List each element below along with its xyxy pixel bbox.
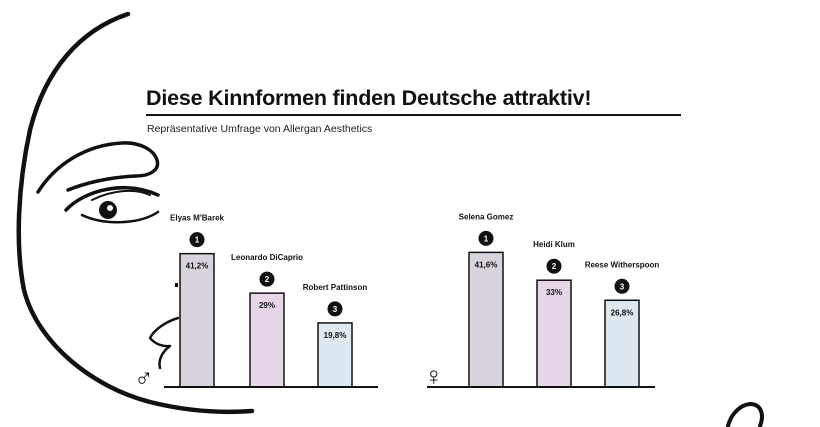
celebrity-name-label: Leonardo DiCaprio (231, 253, 303, 262)
face-line-art (16, 11, 764, 427)
celebrity-name-label: Selena Gomez (459, 212, 514, 221)
bar-value-label: 19,8% (324, 331, 347, 340)
bar-value-label: 41,6% (475, 260, 498, 269)
bar (179, 252, 215, 388)
bar-value-label: 26,8% (611, 308, 634, 317)
rank-badge (478, 230, 494, 246)
rank-number: 2 (552, 262, 557, 271)
female-symbol-icon: ♀ (424, 361, 444, 391)
eye-crease (91, 189, 151, 201)
rank-badge (259, 271, 275, 287)
celebrity-name-label: Heidi Klum (533, 240, 575, 249)
bar (249, 292, 285, 388)
celebrity-name-label: Robert Pattinson (303, 283, 368, 292)
rank-number: 1 (195, 236, 200, 245)
bar-value-label: 41,2% (186, 262, 209, 271)
hair-stroke (726, 402, 764, 427)
nose-tick (175, 283, 178, 287)
rank-number: 1 (484, 234, 489, 243)
page-subtitle: Repräsentative Umfrage von Allergan Aest… (147, 123, 373, 135)
eyebrow (36, 141, 160, 194)
bar-value-label: 33% (546, 288, 562, 297)
rank-number: 3 (333, 305, 338, 314)
title-underline (146, 114, 681, 116)
rank-number: 3 (620, 282, 625, 291)
rank-badge (189, 232, 205, 248)
bar (536, 279, 572, 388)
male-symbol-icon: ♂ (134, 363, 154, 393)
rank-number: 2 (265, 275, 270, 284)
celebrity-name-label: Reese Witherspoon (585, 260, 660, 269)
bar (468, 251, 504, 388)
face-outline (16, 11, 255, 415)
celebrity-name-label: Elyas M'Barek (170, 214, 224, 223)
page-title: Diese Kinnformen finden Deutsche attrakt… (146, 86, 592, 110)
rank-badge (614, 278, 630, 294)
female-chart: 41,6% 1 Selena Gomez 33% 2 Heidi Klum 26,8% 3 Re… (424, 212, 659, 391)
rank-badge (546, 258, 562, 274)
bar (604, 299, 640, 388)
rank-badge (327, 301, 343, 317)
male-chart: 41,2% 1 Elyas M'Barek 29% 2 Leonardo DiCaprio… (134, 214, 378, 393)
eye-lower-lid (80, 210, 160, 224)
nose-lip-contour (148, 316, 180, 370)
pupil-highlight-icon (107, 205, 113, 211)
eye-upper-lid (64, 186, 160, 212)
bar-value-label: 29% (259, 301, 275, 310)
